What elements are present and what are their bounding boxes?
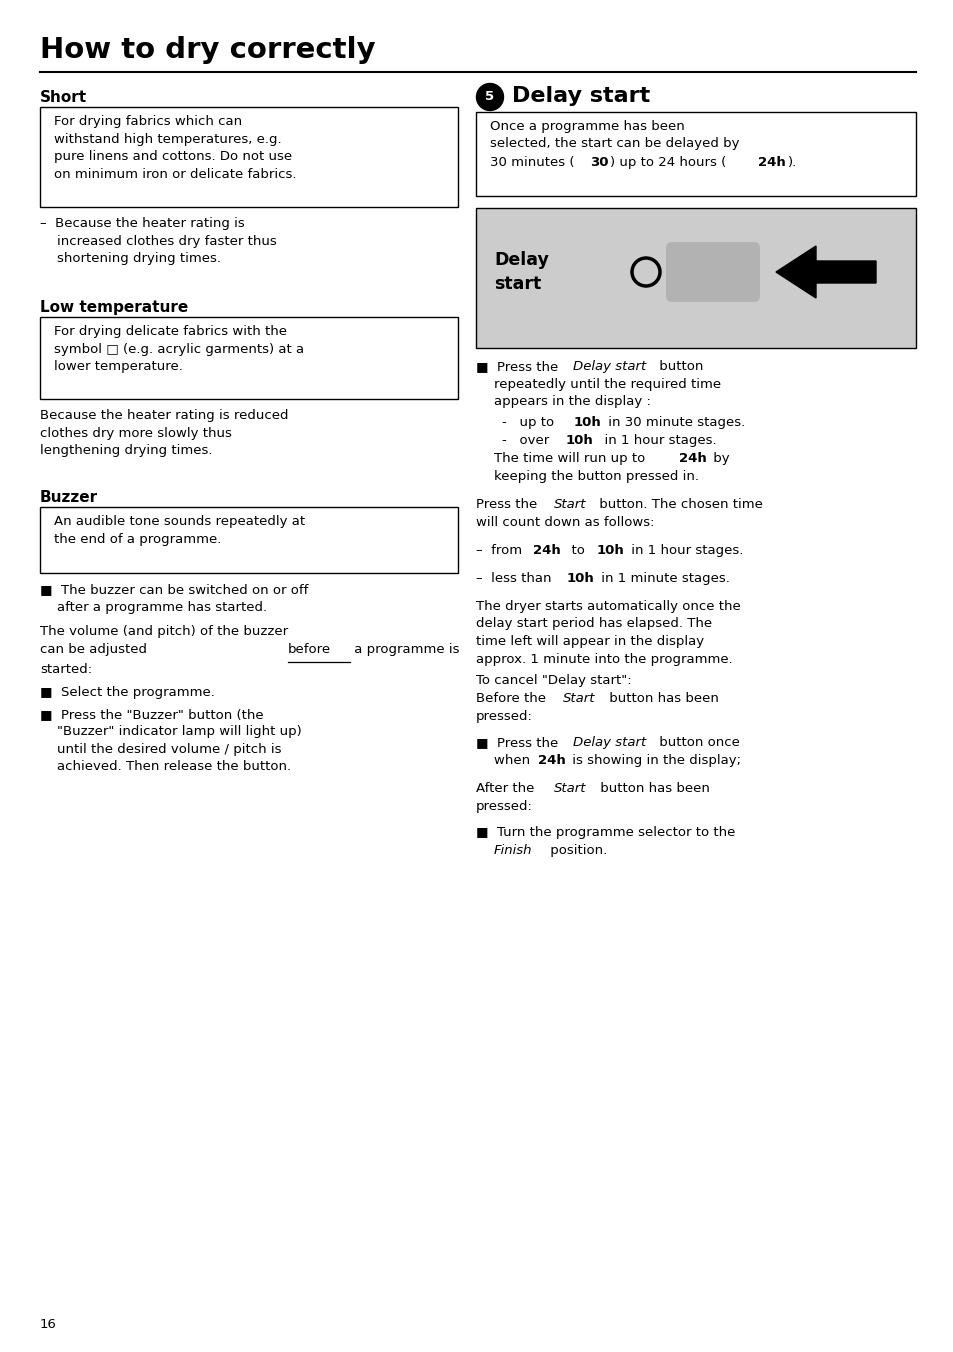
Text: For drying fabrics which can
withstand high temperatures, e.g.
pure linens and c: For drying fabrics which can withstand h…	[54, 115, 296, 181]
Text: by: by	[708, 452, 729, 465]
Bar	[40, 107, 457, 207]
Circle shape	[631, 258, 659, 287]
Text: Short: Short	[40, 91, 87, 105]
Bar	[476, 208, 915, 347]
Text: The dryer starts automatically once the
delay start period has elapsed. The
time: The dryer starts automatically once the …	[476, 600, 740, 665]
Text: For drying delicate fabrics with the
symbol □ (e.g. acrylic garments) at a
lower: For drying delicate fabrics with the sym…	[54, 324, 304, 373]
Text: pressed:: pressed:	[476, 710, 533, 723]
Text: After the: After the	[476, 781, 538, 795]
Polygon shape	[775, 246, 875, 297]
Text: 24h: 24h	[758, 155, 785, 169]
Text: keeping the button pressed in.: keeping the button pressed in.	[494, 470, 699, 483]
Text: started:: started:	[40, 662, 92, 676]
Text: in 30 minute stages.: in 30 minute stages.	[603, 416, 744, 429]
Text: 24h: 24h	[679, 452, 706, 465]
Text: ) up to 24 hours (: ) up to 24 hours (	[609, 155, 725, 169]
Text: Finish: Finish	[494, 844, 532, 857]
Text: ■  Press the: ■ Press the	[476, 360, 562, 373]
Text: 10h: 10h	[565, 434, 593, 448]
Text: Start: Start	[554, 781, 586, 795]
Bar	[476, 112, 915, 196]
Text: ■  Select the programme.: ■ Select the programme.	[40, 685, 214, 699]
Text: position.: position.	[545, 844, 607, 857]
Text: button: button	[655, 360, 702, 373]
Text: Once a programme has been
selected, the start can be delayed by: Once a programme has been selected, the …	[490, 120, 739, 150]
Text: –  Because the heater rating is
    increased clothes dry faster thus
    shorte: – Because the heater rating is increased…	[40, 218, 276, 265]
Text: ■  The buzzer can be switched on or off
    after a programme has started.: ■ The buzzer can be switched on or off a…	[40, 583, 308, 614]
Text: 24h: 24h	[537, 754, 565, 767]
Text: pressed:: pressed:	[476, 800, 533, 813]
Text: 30 minutes (: 30 minutes (	[490, 155, 574, 169]
Text: Delay start: Delay start	[512, 87, 650, 105]
Text: to: to	[562, 544, 589, 557]
Text: 10h: 10h	[574, 416, 601, 429]
Bar	[40, 316, 457, 399]
FancyBboxPatch shape	[665, 242, 760, 301]
Text: button. The chosen time: button. The chosen time	[595, 498, 762, 511]
Text: repeatedly until the required time
appears in the display :: repeatedly until the required time appea…	[494, 379, 720, 408]
Text: is showing in the display;: is showing in the display;	[567, 754, 740, 767]
Text: Buzzer: Buzzer	[40, 489, 98, 506]
Text: 10h: 10h	[597, 544, 624, 557]
Text: How to dry correctly: How to dry correctly	[40, 37, 375, 64]
Text: in 1 hour stages.: in 1 hour stages.	[596, 434, 716, 448]
Text: -   up to: - up to	[501, 416, 558, 429]
Text: The volume (and pitch) of the buzzer
can be adjusted: The volume (and pitch) of the buzzer can…	[40, 625, 288, 656]
Text: -   over: - over	[501, 434, 553, 448]
Text: in 1 minute stages.: in 1 minute stages.	[597, 572, 729, 585]
Text: Delay
start: Delay start	[494, 251, 548, 293]
Text: a programme is: a programme is	[350, 644, 459, 656]
Text: Start: Start	[562, 692, 595, 704]
Text: Start: Start	[554, 498, 586, 511]
Circle shape	[476, 84, 503, 111]
Text: The time will run up to: The time will run up to	[494, 452, 649, 465]
Bar	[40, 507, 457, 573]
Text: –  less than: – less than	[476, 572, 556, 585]
Text: button has been: button has been	[604, 692, 719, 704]
Text: To cancel "Delay start":: To cancel "Delay start":	[476, 675, 631, 687]
Text: when: when	[494, 754, 534, 767]
Text: ).: ).	[787, 155, 797, 169]
Text: will count down as follows:: will count down as follows:	[476, 516, 654, 529]
Text: ■  Press the "Buzzer" button (the
    "Buzzer" indicator lamp will light up)
   : ■ Press the "Buzzer" button (the "Buzzer…	[40, 708, 301, 773]
Text: 16: 16	[40, 1318, 57, 1330]
Text: ■  Press the: ■ Press the	[476, 735, 562, 749]
Text: Before the: Before the	[476, 692, 550, 704]
Text: button once: button once	[655, 735, 740, 749]
Text: button has been: button has been	[596, 781, 709, 795]
Text: 10h: 10h	[566, 572, 594, 585]
Text: in 1 hour stages.: in 1 hour stages.	[626, 544, 742, 557]
Text: before: before	[288, 644, 331, 656]
Text: ■  Turn the programme selector to the: ■ Turn the programme selector to the	[476, 826, 735, 840]
Text: Delay start: Delay start	[573, 735, 645, 749]
Text: –  from: – from	[476, 544, 526, 557]
Text: 5: 5	[485, 91, 494, 104]
Text: An audible tone sounds repeatedly at
the end of a programme.: An audible tone sounds repeatedly at the…	[54, 515, 305, 545]
Text: Low temperature: Low temperature	[40, 300, 188, 315]
Text: Delay start: Delay start	[573, 360, 645, 373]
Text: 24h: 24h	[533, 544, 560, 557]
Text: Press the: Press the	[476, 498, 541, 511]
Text: Because the heater rating is reduced
clothes dry more slowly thus
lengthening dr: Because the heater rating is reduced clo…	[40, 410, 288, 457]
Text: 30: 30	[589, 155, 608, 169]
